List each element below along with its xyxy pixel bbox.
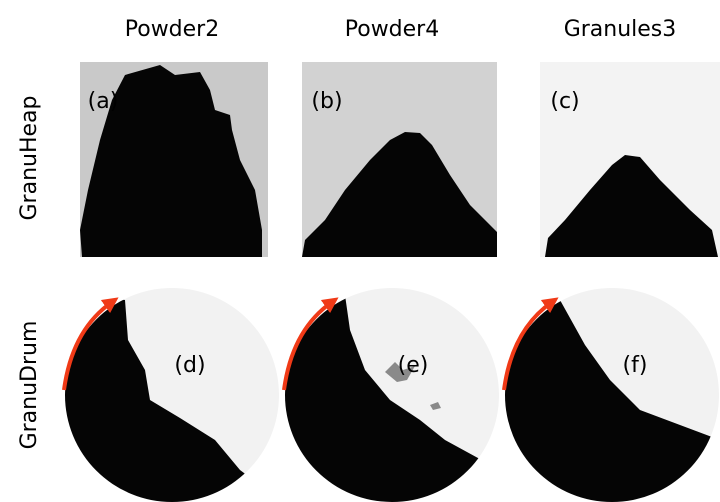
panel-label: (c) (550, 89, 579, 114)
row-label: GranuDrum (17, 321, 42, 450)
drum-image (285, 288, 499, 502)
drum-image (505, 288, 719, 502)
rotation-arrow (62, 297, 119, 391)
column-title: Granules3 (564, 17, 677, 42)
heap-image (80, 62, 268, 257)
panel-label: (b) (311, 89, 342, 114)
panel-label: (e) (398, 353, 429, 378)
row-label: GranuHeap (17, 96, 42, 221)
rotation-arrow (502, 297, 559, 391)
panel-label: (f) (623, 353, 648, 378)
column-title: Powder2 (125, 17, 219, 42)
rotation-arrow (282, 297, 339, 391)
panel-label: (d) (174, 353, 205, 378)
heap-image (540, 62, 720, 257)
column-title: Powder4 (345, 17, 439, 42)
drum-image (65, 288, 279, 502)
panel-label: (a) (88, 89, 119, 114)
heap-image (302, 62, 497, 257)
